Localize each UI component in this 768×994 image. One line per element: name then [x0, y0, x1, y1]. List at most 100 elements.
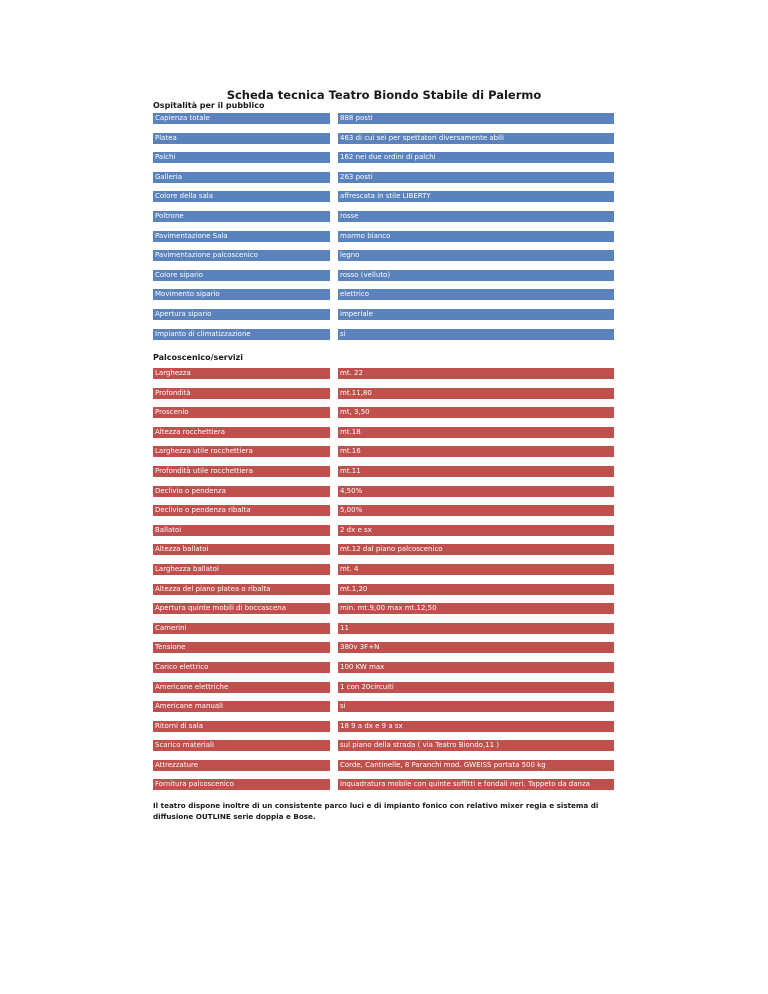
row-value: Corde, Cantinelle, 8 Paranchi mod. GWEIS…: [338, 759, 614, 771]
section-heading-ospitalita: Ospitalità per il pubblico: [153, 101, 265, 110]
row-label: Colore della sala: [153, 191, 330, 203]
row-label: Palchi: [153, 152, 330, 164]
table-row: Apertura quinte mobili di boccascena min.…: [153, 603, 614, 615]
table-row: Movimento sipario elettrico: [153, 289, 614, 301]
table-row: Declivio o pendenza 4,50%: [153, 485, 614, 497]
row-value: mt.16: [338, 446, 614, 458]
row-value: mt.12 dal piano palcoscenico: [338, 544, 614, 556]
table-row: Galleria 263 posti: [153, 171, 614, 183]
table-row: Colore della sala affrescata in stile LIB…: [153, 191, 614, 203]
row-label: Declivio o pendenza ribalta: [153, 505, 330, 517]
row-value: 263 posti: [338, 171, 614, 183]
row-label: Altezza ballatoi: [153, 544, 330, 556]
row-value: mt.18: [338, 426, 614, 438]
row-label: Platea: [153, 132, 330, 144]
row-value: 5,00%: [338, 505, 614, 517]
row-value: si: [338, 328, 614, 340]
table-row: Profondità mt.11,80: [153, 387, 614, 399]
row-value: mt. 4: [338, 563, 614, 575]
row-value: 888 posti: [338, 113, 614, 124]
row-label: Ritorni di sala: [153, 720, 330, 732]
row-value: 4,50%: [338, 485, 614, 497]
table-row: Colore sipario rosso (velluto): [153, 269, 614, 281]
row-value: si: [338, 701, 614, 713]
row-value: legno: [338, 250, 614, 262]
table-row: Declivio o pendenza ribalta 5,00%: [153, 505, 614, 517]
row-value: marmo bianco: [338, 230, 614, 242]
table-row: Tensione 380v 3F+N: [153, 642, 614, 654]
row-label: Americane manuali: [153, 701, 330, 713]
row-value: elettrico: [338, 289, 614, 301]
row-value: mt. 22: [338, 368, 614, 379]
row-label: Proscenio: [153, 407, 330, 419]
row-value: mt.11: [338, 465, 614, 477]
footnote: Il teatro dispone inoltre di un consiste…: [153, 801, 599, 821]
row-value: sul piano della strada ( via Teatro Bion…: [338, 740, 614, 752]
row-label: Movimento sipario: [153, 289, 330, 301]
row-value: min. mt.9,00 max mt.12,50: [338, 603, 614, 615]
page-title: Scheda tecnica Teatro Biondo Stabile di …: [226, 88, 542, 102]
row-label: Pavimentazione palcoscenico: [153, 250, 330, 262]
table-row: Palchi 162 nei due ordini di palchi: [153, 152, 614, 164]
row-label: Apertura sipario: [153, 308, 330, 320]
table-row: Americane elettriche 1 con 20circuiti: [153, 681, 614, 693]
row-label: Americane elettriche: [153, 681, 330, 693]
table-row: Americane manuali si: [153, 701, 614, 713]
row-label: Profondità utile rocchettiera: [153, 465, 330, 477]
table-row: Proscenio mt, 3,50: [153, 407, 614, 419]
row-label: Capienza totale: [153, 113, 330, 124]
table-row: Larghezza utile rocchettiera mt.16: [153, 446, 614, 458]
table-row: Carico elettrico 100 KW max: [153, 661, 614, 673]
row-value: 18 9 a dx e 9 a sx: [338, 720, 614, 732]
row-value: 162 nei due ordini di palchi: [338, 152, 614, 164]
row-label: Camerini: [153, 622, 330, 634]
table-row: Impianto di climatizzazione si: [153, 328, 614, 340]
table-row: Scarico materiali sul piano della strada …: [153, 740, 614, 752]
row-value: mt.1,20: [338, 583, 614, 595]
row-value: imperiale: [338, 308, 614, 320]
row-label: Attrezzature: [153, 759, 330, 771]
row-label: Declivio o pendenza: [153, 485, 330, 497]
row-value: 380v 3F+N: [338, 642, 614, 654]
table-row: Pavimentazione palcoscenico legno: [153, 250, 614, 262]
row-value: 100 KW max: [338, 661, 614, 673]
table-row: Capienza totale 888 posti: [153, 113, 614, 124]
row-value: rosso (velluto): [338, 269, 614, 281]
table-row: Fornitura palcoscenico inquadratura mobil…: [153, 779, 614, 791]
table-row: Altezza ballatoi mt.12 dal piano palcosce…: [153, 544, 614, 556]
row-label: Poltrone: [153, 210, 330, 222]
row-label: Larghezza: [153, 368, 330, 379]
table-row: Platea 463 di cui sei per spettatori dive…: [153, 132, 614, 144]
row-value: 1 con 20circuiti: [338, 681, 614, 693]
table-row: Camerini 11: [153, 622, 614, 634]
row-label: Carico elettrico: [153, 661, 330, 673]
palcoscenico-table: Larghezza mt. 22 Profondità mt.11,80 Proscen…: [153, 368, 614, 799]
table-row: Profondità utile rocchettiera mt.11: [153, 465, 614, 477]
section-heading-palcoscenico: Palcoscenico/servizi: [153, 353, 244, 362]
table-row: Pavimentazione Sala marmo bianco: [153, 230, 614, 242]
row-value: affrescata in stile LIBERTY: [338, 191, 614, 203]
row-value: mt.11,80: [338, 387, 614, 399]
table-row: Larghezza ballatoi mt. 4: [153, 563, 614, 575]
row-value: inquadratura mobile con quinte soffitti …: [338, 779, 614, 791]
row-label: Apertura quinte mobili di boccascena: [153, 603, 330, 615]
table-row: Poltrone rosse: [153, 210, 614, 222]
row-value: 11: [338, 622, 614, 634]
table-row: Attrezzature Corde, Cantinelle, 8 Paranch…: [153, 759, 614, 771]
table-row: Ballatoi 2 dx e sx: [153, 524, 614, 536]
row-value: rosse: [338, 210, 614, 222]
row-label: Galleria: [153, 171, 330, 183]
table-row: Altezza del piano platea o ribalta mt.1,2…: [153, 583, 614, 595]
row-label: Larghezza ballatoi: [153, 563, 330, 575]
row-label: Profondità: [153, 387, 330, 399]
row-label: Larghezza utile rocchettiera: [153, 446, 330, 458]
table-row: Larghezza mt. 22: [153, 368, 614, 379]
row-value: 2 dx e sx: [338, 524, 614, 536]
ospitalita-table: Capienza totale 888 posti Platea 463 di cui…: [153, 113, 614, 348]
row-label: Altezza del piano platea o ribalta: [153, 583, 330, 595]
row-value: 463 di cui sei per spettatori diversamen…: [338, 132, 614, 144]
table-row: Apertura sipario imperiale: [153, 308, 614, 320]
row-label: Ballatoi: [153, 524, 330, 536]
row-label: Scarico materiali: [153, 740, 330, 752]
row-label: Fornitura palcoscenico: [153, 779, 330, 791]
